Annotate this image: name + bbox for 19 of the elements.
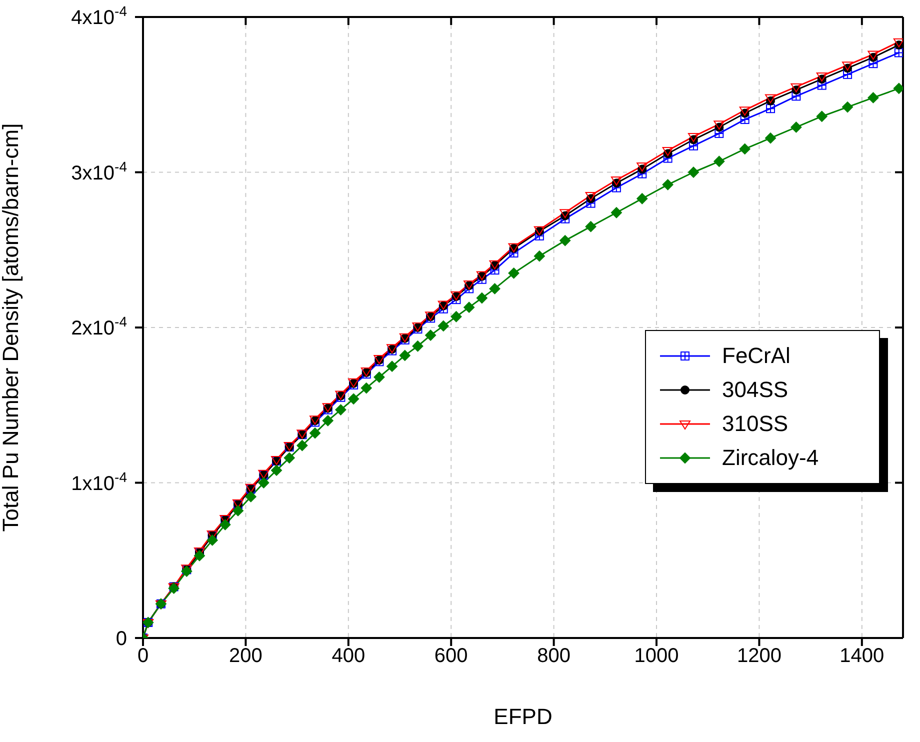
legend-label: 310SS	[722, 410, 788, 438]
y-tick-label: 4x10$^{-4}$	[71, 3, 128, 29]
x-tick-label: 0	[137, 645, 149, 668]
y-axis-title: Total Pu Number Density [atoms/barn-cm]	[0, 123, 23, 532]
legend-label: Zircaloy-4	[722, 444, 819, 472]
x-tick-label: 400	[332, 645, 366, 668]
legend-label: FeCrAl	[722, 342, 790, 370]
x-axis-title: EFPD	[494, 704, 552, 729]
y-tick-label: 3x10$^{-4}$	[71, 158, 128, 184]
y-tick-label: 2x10$^{-4}$	[71, 314, 128, 340]
legend-label: 304SS	[722, 376, 788, 404]
x-tick-label: 800	[537, 645, 570, 668]
x-tick-label: 1400	[840, 645, 884, 668]
x-tick-label: 600	[434, 645, 468, 668]
x-tick-label: 1000	[634, 645, 679, 668]
y-tick-label: 1x10$^{-4}$	[71, 468, 128, 495]
x-tick-label: 200	[229, 645, 262, 668]
y-tick-label: 0	[116, 628, 127, 650]
x-tick-label: 1200	[736, 645, 782, 668]
